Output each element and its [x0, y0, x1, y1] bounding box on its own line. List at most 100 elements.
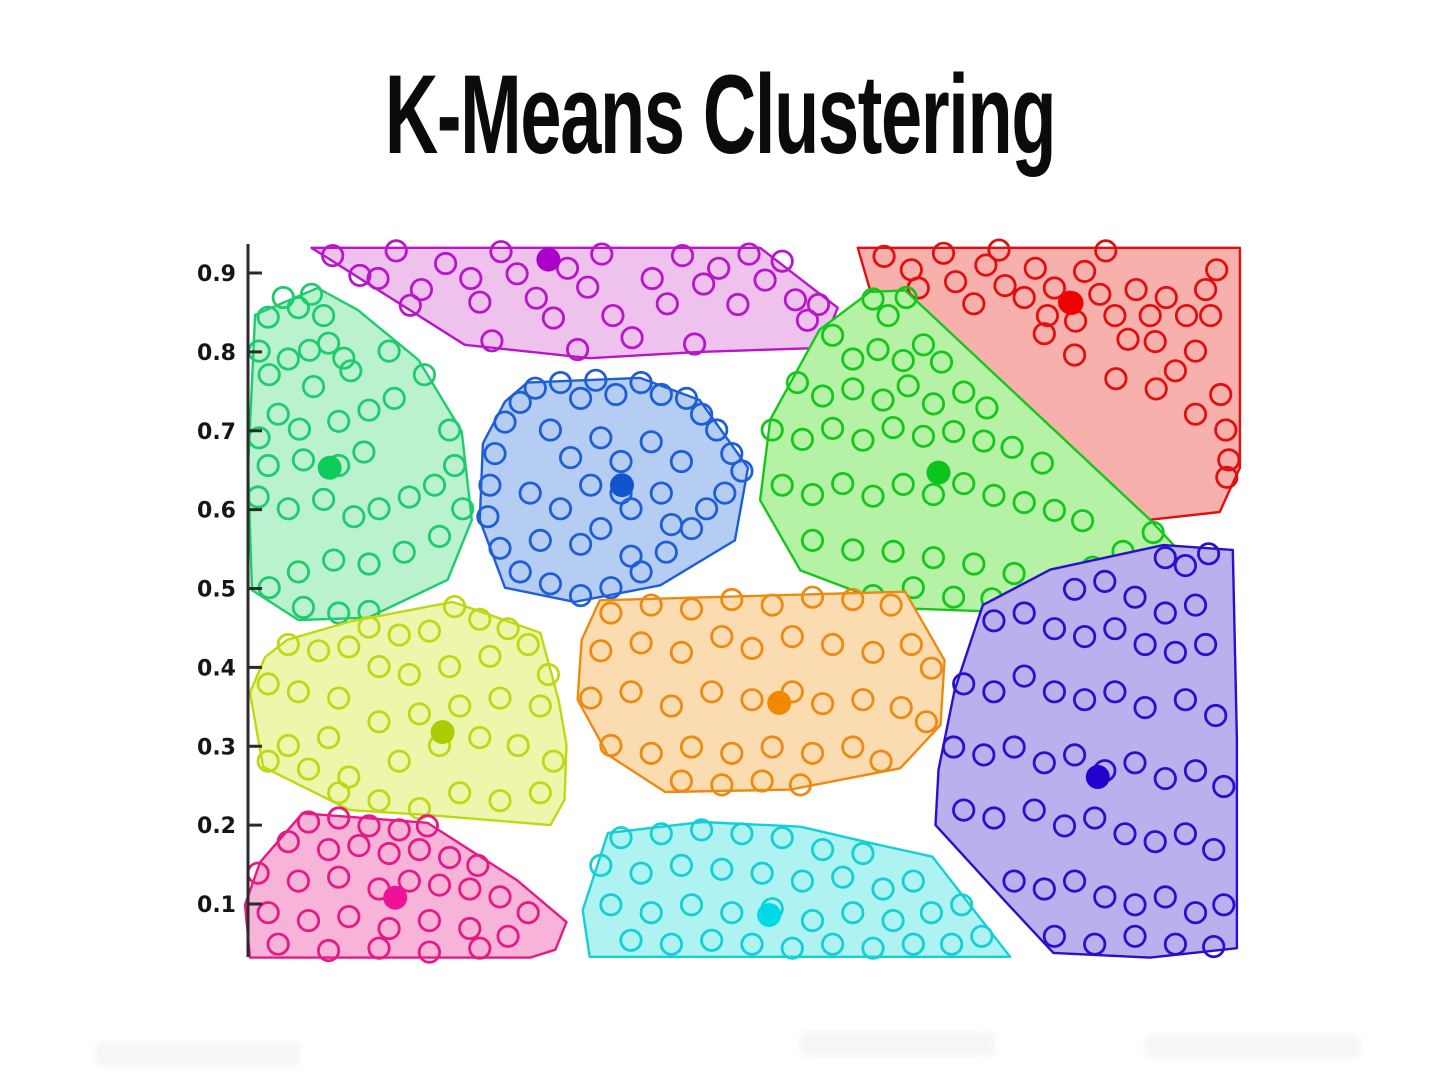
scatter-point: [1202, 837, 1226, 862]
scatter-point: [952, 672, 976, 696]
scatter-point: [806, 292, 831, 317]
scatter-point: [1103, 617, 1127, 641]
scatter-point: [800, 482, 825, 507]
scatter-point: [750, 861, 774, 885]
y-tick-label: 0.3: [197, 735, 236, 760]
scatter-point: [740, 636, 764, 661]
scatter-point: [700, 680, 724, 704]
scatter-point: [899, 632, 923, 657]
scatter-point: [952, 471, 976, 496]
scatter-point: [679, 597, 704, 621]
scatter-point: [301, 374, 326, 399]
y-tick-label: 0.8: [197, 341, 236, 366]
scatter-point: [1133, 695, 1157, 720]
scatter-point: [433, 251, 458, 276]
scatter-point: [649, 822, 673, 846]
scatter-point: [1183, 339, 1208, 363]
scatter-point: [1174, 303, 1199, 328]
scatter-point: [548, 497, 573, 521]
scatter-point: [478, 644, 502, 668]
centroid-indigo: [1085, 765, 1110, 789]
scatter-point: [841, 377, 865, 401]
scatter-point: [1012, 285, 1036, 310]
scatter-point: [327, 686, 351, 710]
scatter-point: [1143, 830, 1167, 854]
scatter-point: [541, 749, 566, 773]
scatter-point: [1123, 924, 1147, 948]
scatter-point: [589, 516, 613, 541]
scatter-point: [332, 346, 356, 370]
scatter-point: [841, 901, 865, 925]
scatter-point: [256, 672, 280, 696]
scatter-point: [415, 814, 439, 838]
centroid-pink: [383, 885, 408, 910]
scatter-point: [629, 370, 653, 395]
scatter-point: [589, 853, 613, 878]
scatter-point: [337, 904, 361, 929]
scatter-point: [417, 619, 441, 643]
scatter-point: [291, 595, 315, 620]
scatter-point: [952, 380, 976, 404]
scatter-point: [409, 277, 433, 302]
scatter-point: [327, 806, 351, 830]
scatter-point: [367, 710, 391, 734]
scatter-point: [276, 733, 300, 758]
scatter-point: [800, 528, 825, 553]
y-tick-label: 0.5: [197, 578, 236, 603]
scatter-point: [670, 244, 695, 268]
scatter-point: [316, 938, 341, 963]
scatter-point: [831, 865, 855, 889]
scatter-point: [1103, 303, 1127, 328]
scatter-point: [367, 789, 391, 813]
scatter-point: [337, 635, 361, 659]
kmeans-scatter-plot: 0.9 0.8 0.7 0.6 0.5 0.4 0.3 0.2 0.1: [197, 238, 1242, 964]
scatter-point: [1042, 680, 1067, 704]
y-tick-label: 0.2: [197, 814, 236, 839]
scatter-point: [669, 449, 694, 474]
scatter-point: [1183, 402, 1208, 426]
scatter-point: [407, 837, 431, 862]
scatter-point: [720, 441, 744, 466]
scatter-point: [1035, 303, 1060, 328]
scatter-point: [1205, 258, 1229, 282]
scatter-point: [1052, 814, 1077, 838]
scatter-point: [800, 908, 825, 933]
scatter-point: [881, 539, 905, 564]
scatter-point: [1217, 448, 1241, 472]
scatter-point: [565, 337, 590, 362]
scatter-point: [568, 386, 593, 410]
scatter-point: [982, 806, 1006, 830]
scatter-point: [366, 266, 390, 291]
scatter-point: [427, 524, 452, 549]
scatter-point: [579, 686, 603, 710]
scatter-point: [820, 932, 845, 956]
scatter-point: [760, 593, 784, 617]
scatter-point: [448, 781, 472, 805]
scatter-point: [931, 241, 956, 265]
scatter-point: [705, 418, 729, 442]
scatter-point: [919, 901, 944, 925]
cluster-yellow-green: [248, 594, 568, 827]
scatter-point: [871, 388, 895, 412]
scatter-point: [327, 409, 351, 433]
scatter-point: [306, 639, 331, 663]
scatter-point: [555, 256, 580, 280]
scatter-point: [851, 428, 875, 452]
cluster-orange: [576, 585, 946, 797]
scatter-point: [881, 908, 905, 933]
scatter-point: [488, 789, 512, 813]
scatter-point: [480, 329, 504, 353]
scatter-point: [256, 305, 280, 329]
scatter-point: [879, 593, 903, 617]
scatter-point: [287, 417, 311, 441]
scatter-point: [599, 601, 623, 625]
scatter-point: [1002, 561, 1026, 586]
scatter-point: [459, 266, 483, 291]
scatter-point: [327, 865, 351, 889]
scatter-point: [437, 418, 462, 442]
scatter-point: [861, 936, 885, 960]
scatter-point: [397, 662, 421, 687]
scatter-point: [296, 757, 321, 781]
scatter-point: [780, 624, 804, 649]
scatter-point: [674, 386, 699, 410]
